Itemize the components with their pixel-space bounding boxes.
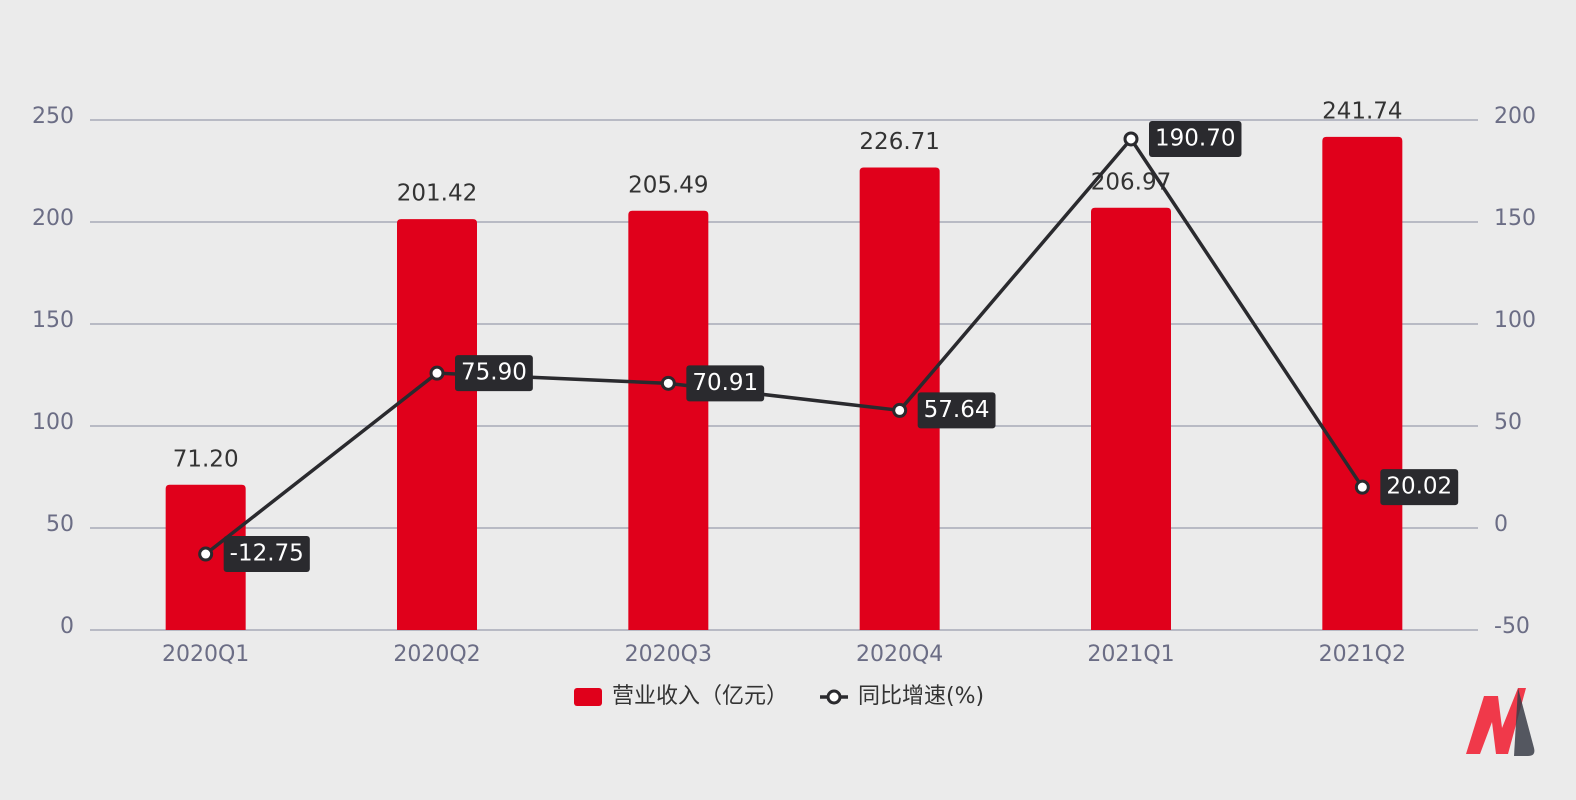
line	[204, 136, 1364, 556]
bar-value-label: 71.20	[173, 446, 239, 472]
label-box	[223, 536, 310, 573]
legend: 营业收入（亿元） 同比增速(%)	[574, 684, 984, 709]
x-tick-label: 2021Q2	[1319, 642, 1406, 667]
y2-tick-label: 150	[1494, 206, 1536, 231]
line-value-label: 57.64	[917, 392, 996, 429]
legend-label: 同比增速(%)	[858, 684, 984, 709]
legend-label: 营业收入（亿元）	[612, 684, 788, 709]
line-value-text: 75.90	[461, 360, 527, 386]
line-value-label: 75.90	[455, 355, 533, 392]
x-tick-label: 2021Q1	[1087, 642, 1174, 667]
label-box	[1380, 469, 1459, 506]
y-tick-label: 150	[32, 308, 74, 333]
y2-tick-label: 100	[1494, 308, 1536, 333]
bar	[859, 167, 940, 630]
line-value-label: -12.75	[223, 536, 310, 573]
y2-tick-label: 0	[1494, 512, 1508, 537]
bar	[1091, 207, 1171, 631]
bar	[1322, 136, 1403, 630]
line-point	[1123, 131, 1139, 147]
line-point	[660, 375, 676, 391]
line-point	[892, 402, 908, 418]
line-value-label: 190.70	[1149, 120, 1242, 157]
line-value-label: 70.91	[686, 365, 765, 402]
logo	[1466, 688, 1535, 756]
line-value-text: -12.75	[230, 541, 304, 567]
label-box	[917, 392, 996, 429]
line-value-text: 190.70	[1155, 125, 1235, 151]
y2-tick-label: -50	[1494, 614, 1530, 639]
y2-tick-label: 200	[1494, 104, 1536, 129]
bar-value-label: 241.74	[1322, 98, 1402, 124]
x-tick-label: 2020Q2	[393, 642, 480, 667]
line-point	[1354, 479, 1370, 495]
bar	[397, 219, 477, 630]
line-value-label: 20.02	[1380, 469, 1459, 506]
bar-value-label: 205.49	[628, 172, 708, 198]
bar	[628, 210, 709, 630]
legend-swatch	[574, 688, 602, 706]
line-point	[198, 546, 214, 562]
y-tick-label: 50	[46, 512, 74, 537]
y2-tick-label: 50	[1494, 410, 1522, 435]
line-point	[429, 365, 445, 381]
y-tick-label: 250	[32, 104, 74, 129]
line-value-text: 20.02	[1386, 474, 1452, 500]
line-value-text: 57.64	[924, 397, 990, 423]
y-tick-label: 200	[32, 206, 74, 231]
bar-value-label: 201.42	[397, 181, 477, 207]
label-box	[1149, 120, 1242, 157]
x-tick-label: 2020Q3	[625, 642, 712, 667]
y-tick-label: 100	[32, 410, 74, 435]
legend-swatch-point	[826, 689, 842, 705]
line-value-text: 70.91	[692, 370, 758, 396]
x-tick-label: 2020Q1	[162, 642, 249, 667]
y-tick-label: 0	[60, 614, 74, 639]
x-tick-label: 2020Q4	[856, 642, 943, 667]
bar-value-label: 226.71	[859, 129, 939, 155]
label-box	[455, 355, 533, 392]
label-box	[686, 365, 765, 402]
